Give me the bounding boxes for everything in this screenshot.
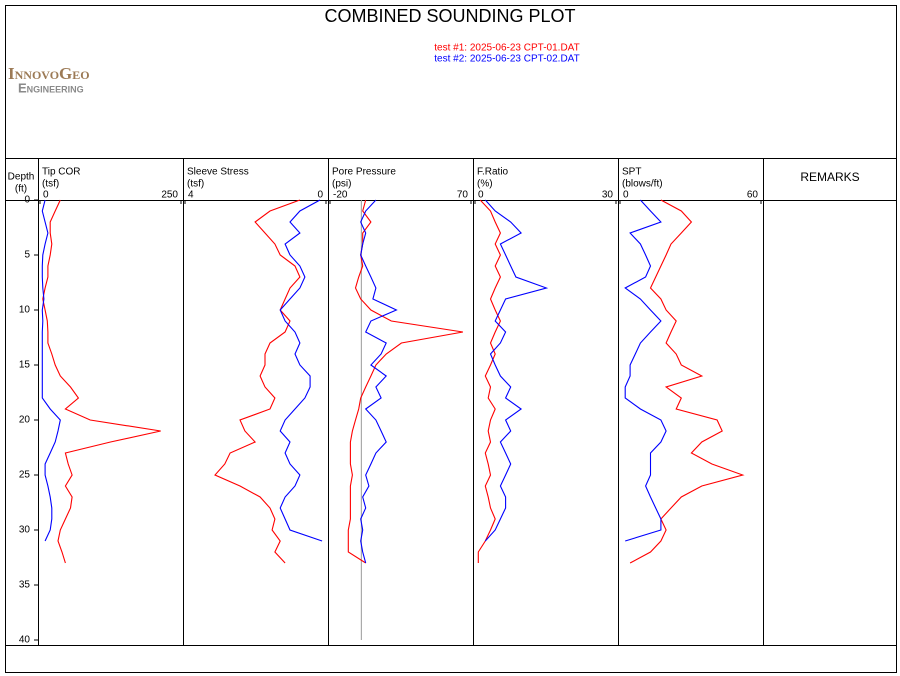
track-unit: (%) bbox=[477, 179, 493, 190]
sounding-line bbox=[484, 199, 549, 542]
x-tick-label: 0 bbox=[478, 190, 484, 201]
track-title: Tip COR bbox=[42, 167, 81, 178]
x-tick-label: 30 bbox=[602, 190, 614, 201]
depth-tick-label: 5 bbox=[24, 250, 30, 261]
sounding-line bbox=[629, 199, 745, 564]
x-tick-label: 70 bbox=[457, 190, 469, 201]
x-tick-label: 60 bbox=[747, 190, 759, 201]
depth-tick-label: 10 bbox=[19, 305, 31, 316]
depth-unit: (ft) bbox=[15, 184, 27, 195]
x-tick-label: 250 bbox=[161, 190, 178, 201]
outer-frame bbox=[5, 5, 897, 673]
depth-tick-label: 0 bbox=[24, 195, 30, 206]
x-tick-label: 0 bbox=[43, 190, 49, 201]
depth-tick-label: 25 bbox=[19, 470, 31, 481]
depth-tick-label: 15 bbox=[19, 360, 31, 371]
track-unit: (psi) bbox=[332, 179, 351, 190]
track-unit: (blows/ft) bbox=[622, 179, 663, 190]
sounding-line bbox=[360, 199, 398, 564]
logo-line1: InnovoGeo bbox=[8, 64, 90, 83]
track-unit: (tsf) bbox=[42, 179, 59, 190]
sounding-line bbox=[347, 199, 463, 564]
depth-tick-label: 35 bbox=[19, 580, 31, 591]
sounding-line bbox=[41, 199, 61, 542]
track-title: F.Ratio bbox=[477, 167, 509, 178]
depth-label: Depth bbox=[8, 172, 35, 183]
x-tick-label: 0 bbox=[317, 190, 323, 201]
depth-tick-label: 20 bbox=[19, 415, 31, 426]
sounding-line bbox=[214, 199, 301, 564]
track-title: Pore Pressure bbox=[332, 167, 396, 178]
track-title: Sleeve Stress bbox=[187, 167, 249, 178]
sounding-line bbox=[624, 199, 667, 542]
track-unit: (tsf) bbox=[187, 179, 204, 190]
x-tick-label: 0 bbox=[623, 190, 629, 201]
sounding-line bbox=[477, 199, 502, 563]
sounding-line bbox=[42, 199, 161, 564]
legend-entry: test #1: 2025-06-23 CPT-01.DAT bbox=[434, 43, 579, 54]
sounding-line bbox=[279, 199, 323, 542]
remarks-header: REMARKS bbox=[800, 170, 859, 184]
legend-entry: test #2: 2025-06-23 CPT-02.DAT bbox=[434, 54, 579, 65]
x-tick-label: -20 bbox=[333, 190, 348, 201]
depth-tick-label: 40 bbox=[19, 635, 31, 646]
x-tick-label: 4 bbox=[188, 190, 194, 201]
logo-line2: Engineering bbox=[18, 80, 84, 95]
depth-tick-label: 30 bbox=[19, 525, 31, 536]
chart-title: COMBINED SOUNDING PLOT bbox=[324, 6, 575, 26]
track-title: SPT bbox=[622, 167, 641, 178]
